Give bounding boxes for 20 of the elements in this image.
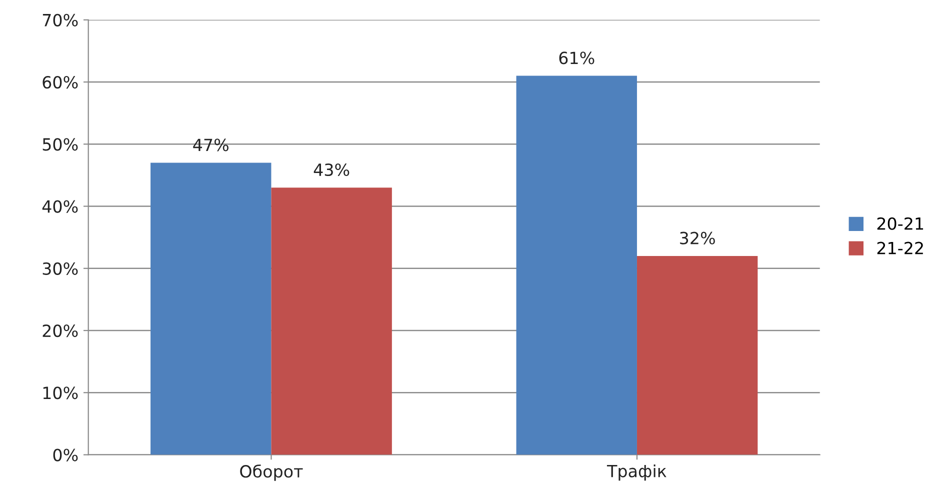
y-tick-label: 10% xyxy=(43,386,78,400)
bar xyxy=(271,188,392,455)
bar xyxy=(636,256,758,455)
y-tick-label: 40% xyxy=(42,200,78,213)
x-tick-label: Оборот xyxy=(240,464,303,481)
bar xyxy=(150,162,272,455)
y-tick-label: 70% xyxy=(42,14,78,26)
data-label: 32% xyxy=(680,232,715,244)
data-label: 47% xyxy=(193,138,228,152)
y-tick-label: 60% xyxy=(42,76,78,89)
bar xyxy=(516,76,637,455)
data-label: 61% xyxy=(559,52,594,64)
y-tick-label: 20% xyxy=(42,324,78,338)
y-tick-label: 0% xyxy=(53,448,78,462)
data-label: 43% xyxy=(314,163,350,176)
legend-label: 21-22 xyxy=(877,242,923,254)
legend-label: 20-21 xyxy=(877,217,924,230)
x-tick-label: Трафік xyxy=(606,464,666,481)
y-tick-label: 30% xyxy=(42,262,78,275)
y-tick-label: 50% xyxy=(42,138,78,151)
